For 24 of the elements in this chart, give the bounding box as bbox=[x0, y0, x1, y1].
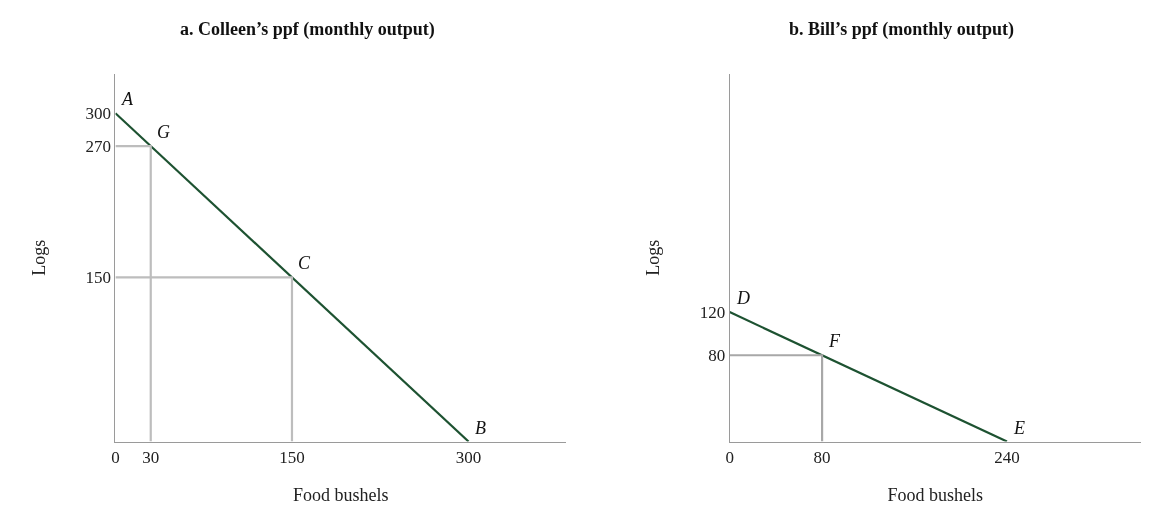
x-axis-title: Food bushels bbox=[887, 485, 984, 506]
chart-title: a. Colleen’s ppf (monthly output) bbox=[180, 19, 435, 40]
x-tick-label: 80 bbox=[813, 448, 831, 468]
y-tick-label: 150 bbox=[85, 268, 111, 288]
x-tick-label: 300 bbox=[455, 448, 482, 468]
chart-title: b. Bill’s ppf (monthly output) bbox=[789, 19, 1014, 40]
annotation: C bbox=[298, 253, 311, 273]
x-tick-label: 150 bbox=[279, 448, 305, 468]
annotation: D bbox=[736, 288, 750, 308]
annotation: E bbox=[1013, 418, 1025, 438]
y-tick-label: 300 bbox=[85, 104, 111, 124]
x-tick-label: 0 bbox=[725, 448, 734, 468]
x-tick-label: 240 bbox=[994, 448, 1020, 468]
x-tick-label: 30 bbox=[142, 448, 160, 468]
annotation: G bbox=[157, 122, 170, 142]
y-axis-title: Logs bbox=[642, 239, 663, 276]
x-axis-title: Food bushels bbox=[293, 485, 389, 506]
annotation: F bbox=[828, 331, 841, 351]
y-axis-title: Logs bbox=[28, 239, 49, 276]
x-tick-label: 0 bbox=[111, 448, 120, 468]
annotation: A bbox=[121, 89, 134, 109]
y-tick-label: 120 bbox=[699, 303, 726, 323]
y-tick-label: 270 bbox=[85, 137, 111, 156]
annotation: B bbox=[475, 418, 486, 438]
